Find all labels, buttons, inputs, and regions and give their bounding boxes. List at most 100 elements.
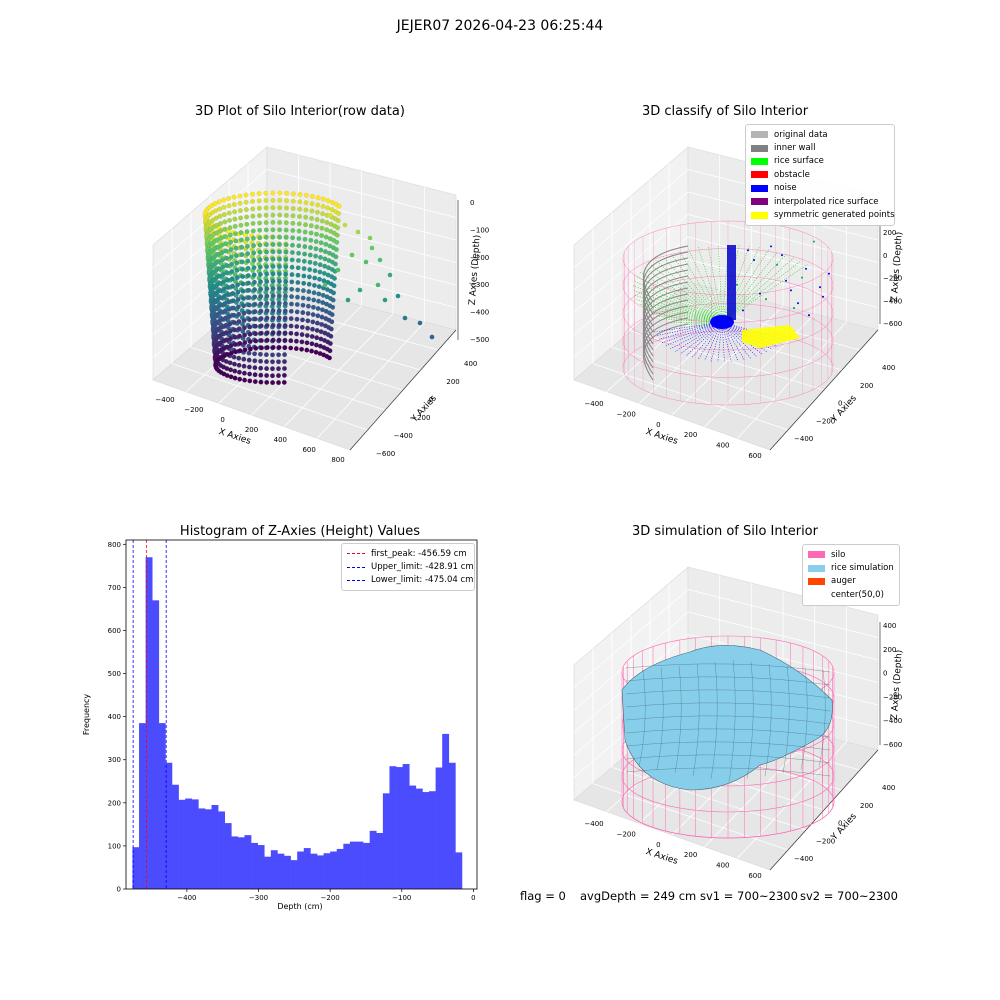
x-tick-label: 400 bbox=[716, 442, 729, 450]
noise-line bbox=[721, 321, 732, 362]
data-point bbox=[349, 252, 355, 258]
data-point bbox=[219, 257, 225, 263]
data-point bbox=[310, 304, 316, 310]
histogram-bar bbox=[204, 809, 212, 889]
data-point bbox=[233, 253, 239, 259]
data-point bbox=[309, 334, 315, 339]
mesh-line bbox=[692, 663, 700, 777]
data-point bbox=[213, 208, 219, 214]
histogram-bar bbox=[270, 850, 278, 889]
data-point bbox=[294, 316, 300, 322]
data-point bbox=[243, 192, 249, 198]
data-point bbox=[289, 250, 295, 255]
data-point bbox=[250, 235, 256, 241]
data-point bbox=[282, 301, 288, 306]
data-point bbox=[228, 239, 234, 245]
scatter-dot bbox=[747, 249, 749, 252]
panel4-legend: silo rice simulation auger center(50,0) bbox=[802, 544, 900, 606]
data-point bbox=[335, 267, 341, 273]
data-point bbox=[288, 316, 294, 322]
scatter-dot bbox=[801, 276, 803, 279]
data-point bbox=[319, 233, 325, 238]
legend-label: silo bbox=[831, 549, 846, 560]
data-point bbox=[332, 261, 338, 267]
mesh-line bbox=[625, 767, 831, 777]
data-point bbox=[324, 220, 330, 225]
panel3-legend: first_peak: -456.59 cm Upper_limit: -428… bbox=[341, 543, 475, 592]
histogram-bar bbox=[165, 762, 173, 889]
data-point bbox=[276, 373, 281, 379]
data-point bbox=[295, 265, 301, 271]
data-point bbox=[247, 378, 253, 384]
data-point bbox=[283, 249, 289, 255]
data-point bbox=[306, 274, 312, 280]
data-point bbox=[310, 326, 315, 332]
data-point bbox=[250, 228, 256, 234]
data-point bbox=[220, 271, 226, 277]
data-point bbox=[264, 286, 270, 292]
x-axis-line bbox=[769, 329, 879, 451]
histogram-bar bbox=[448, 762, 456, 889]
data-point bbox=[303, 200, 309, 206]
data-point bbox=[320, 196, 326, 202]
data-point bbox=[244, 236, 250, 242]
data-point bbox=[237, 340, 243, 346]
data-point bbox=[246, 280, 251, 286]
data-point bbox=[246, 287, 252, 293]
data-point bbox=[263, 198, 269, 203]
data-point bbox=[329, 312, 335, 318]
data-point bbox=[270, 205, 276, 211]
data-point bbox=[218, 235, 224, 241]
data-point bbox=[277, 190, 283, 196]
data-point bbox=[314, 335, 320, 341]
rice-surface-line bbox=[643, 267, 723, 323]
data-point bbox=[315, 306, 321, 311]
rice-surface-line bbox=[649, 312, 723, 323]
histogram-bar bbox=[152, 600, 160, 889]
data-point bbox=[239, 266, 245, 272]
data-point bbox=[238, 215, 244, 221]
data-point bbox=[295, 294, 300, 300]
x-tick-label: 600 bbox=[302, 446, 315, 454]
data-point bbox=[227, 314, 232, 320]
data-point bbox=[256, 191, 262, 197]
data-point bbox=[318, 240, 324, 246]
data-point bbox=[308, 245, 313, 251]
status-flag: flag = 0 bbox=[520, 889, 566, 903]
data-point bbox=[296, 243, 302, 249]
data-point bbox=[239, 252, 245, 258]
data-point bbox=[335, 218, 341, 224]
legend-swatch bbox=[808, 577, 825, 585]
data-point bbox=[227, 328, 233, 334]
panel4-title: 3D simulation of Silo Interior bbox=[632, 524, 818, 539]
panel2-legend-item: symmetric generated points bbox=[751, 208, 895, 221]
data-point bbox=[251, 272, 257, 278]
grid-line bbox=[573, 589, 879, 688]
data-point bbox=[221, 212, 227, 218]
mesh-line bbox=[625, 663, 831, 673]
data-point bbox=[252, 351, 258, 357]
inner-wall-arc bbox=[643, 317, 689, 375]
x-axis-line bbox=[349, 329, 457, 451]
histogram-bar bbox=[231, 836, 239, 889]
rice-surface-line bbox=[721, 256, 795, 323]
data-point bbox=[264, 308, 270, 314]
data-point bbox=[251, 257, 257, 263]
data-point bbox=[263, 212, 269, 218]
noise-column bbox=[727, 245, 736, 320]
data-point bbox=[252, 379, 258, 385]
data-point bbox=[227, 321, 233, 327]
data-point bbox=[240, 281, 246, 287]
data-point bbox=[224, 270, 230, 276]
panel2-legend-item: rice surface bbox=[751, 155, 889, 168]
data-point bbox=[282, 330, 288, 336]
data-point bbox=[295, 287, 301, 293]
data-point bbox=[297, 192, 303, 197]
data-point bbox=[284, 205, 289, 211]
data-point bbox=[304, 347, 310, 353]
data-point bbox=[290, 198, 296, 204]
x-tick-label: 400 bbox=[716, 862, 729, 870]
mesh-line bbox=[656, 667, 664, 771]
y-tick-label: 400 bbox=[882, 364, 895, 372]
histogram-axes: −400 −300 −200 −100 0 0 100 200 300 400 500 600 700 8… bbox=[108, 539, 478, 902]
